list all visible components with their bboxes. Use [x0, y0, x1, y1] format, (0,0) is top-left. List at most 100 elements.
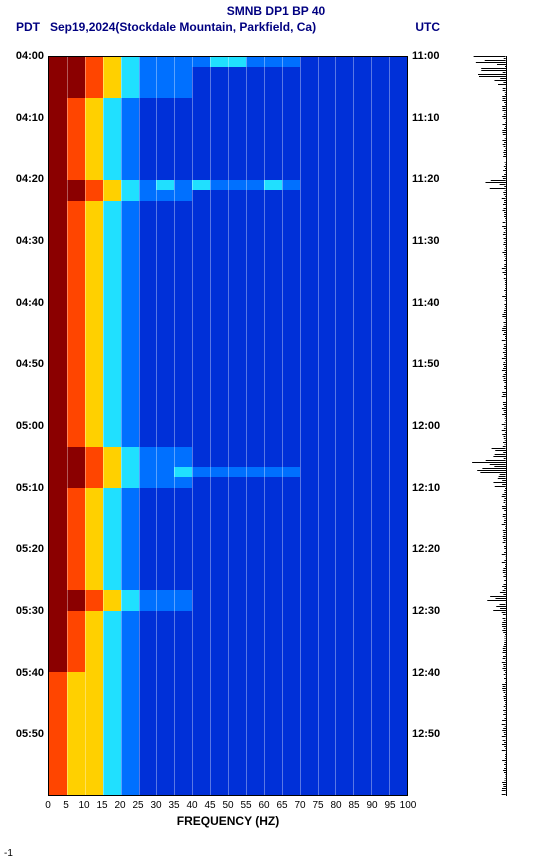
seismogram-tick — [503, 178, 506, 179]
seismogram-tick — [502, 668, 506, 669]
seismogram-tick — [478, 74, 506, 75]
y-tick-left: 04:40 — [4, 297, 44, 309]
seismogram-tick — [505, 672, 506, 673]
seismogram-tick — [502, 624, 506, 625]
seismogram-tick — [503, 192, 506, 193]
seismogram-tick — [505, 258, 506, 259]
seismogram-tick — [504, 200, 506, 201]
seismogram-tick — [502, 434, 506, 435]
seismogram-tick — [503, 572, 506, 573]
seismogram-tick — [504, 214, 506, 215]
seismogram-tick — [505, 708, 506, 709]
seismogram-tick — [505, 654, 506, 655]
seismogram-tick — [503, 696, 506, 697]
seismogram-baseline — [506, 56, 507, 796]
seismogram-tick — [502, 328, 506, 329]
seismogram-tick — [505, 190, 506, 191]
seismogram-tick — [504, 154, 506, 155]
seismogram-tick — [502, 116, 506, 117]
seismogram-tick — [502, 408, 506, 409]
seismogram-tick — [505, 336, 506, 337]
x-tick: 5 — [57, 800, 75, 811]
seismogram-tick — [504, 670, 506, 671]
seismogram-tick — [504, 438, 506, 439]
seismogram-tick — [504, 492, 506, 493]
x-tick: 70 — [291, 800, 309, 811]
seismogram-tick — [500, 592, 506, 593]
y-tick-left: 05:30 — [4, 605, 44, 617]
seismogram-tick — [505, 564, 506, 565]
seismogram-tick — [503, 374, 506, 375]
seismogram-tick — [503, 632, 506, 633]
seismogram-tick — [505, 754, 506, 755]
seismogram-tick — [502, 496, 506, 497]
seismogram-tick — [504, 266, 506, 267]
seismogram-tick — [505, 282, 506, 283]
seismogram-tick — [504, 312, 506, 313]
seismogram-tick — [502, 750, 506, 751]
seismogram-tick — [504, 128, 506, 129]
seismogram-tick — [503, 88, 506, 89]
seismogram-tick — [505, 726, 506, 727]
seismogram-tick — [504, 412, 506, 413]
x-tick: 60 — [255, 800, 273, 811]
seismogram-tick — [503, 648, 506, 649]
seismogram-tick — [481, 70, 506, 71]
x-tick: 45 — [201, 800, 219, 811]
seismogram-tick — [502, 480, 506, 481]
seismogram-tick — [502, 688, 506, 689]
seismogram-tick — [479, 76, 506, 77]
seismogram-tick — [504, 588, 506, 589]
seismogram-tick — [505, 324, 506, 325]
seismogram-tick — [504, 344, 506, 345]
seismogram-tick — [505, 338, 506, 339]
seismogram-tick — [502, 736, 506, 737]
gridline-vertical — [67, 57, 68, 795]
gridline-vertical — [282, 57, 283, 795]
seismogram-tick — [503, 532, 506, 533]
seismogram-tick — [504, 510, 506, 511]
seismogram-tick — [504, 232, 506, 233]
seismogram-tick — [505, 758, 506, 759]
y-tick-left: 04:10 — [4, 112, 44, 124]
y-tick-right: 11:10 — [412, 112, 440, 124]
seismogram-tick — [503, 786, 506, 787]
seismogram-tick — [505, 756, 506, 757]
gridline-vertical — [156, 57, 157, 795]
seismogram-tick — [500, 184, 506, 185]
seismogram-tick — [503, 568, 506, 569]
y-tick-left: 05:50 — [4, 728, 44, 740]
seismogram-tick — [503, 404, 506, 405]
seismogram-tick — [504, 332, 506, 333]
seismogram-tick — [495, 454, 506, 455]
x-tick: 40 — [183, 800, 201, 811]
seismogram-tick — [502, 316, 506, 317]
seismogram-tick — [503, 740, 506, 741]
y-tick-left: 04:50 — [4, 358, 44, 370]
seismogram-tick — [503, 614, 506, 615]
seismogram-tick — [502, 724, 506, 725]
seismogram-tick — [503, 452, 506, 453]
seismogram-tick — [502, 508, 506, 509]
seismogram-tick — [503, 594, 506, 595]
seismogram-tick — [502, 788, 506, 789]
seismogram-tick — [504, 628, 506, 629]
seismogram-tick — [499, 476, 506, 477]
seismogram-tick — [505, 418, 506, 419]
seismogram-tick — [504, 498, 506, 499]
seismogram-tick — [503, 656, 506, 657]
gridline-vertical — [389, 57, 390, 795]
seismogram-tick — [505, 778, 506, 779]
gridline-vertical — [371, 57, 372, 795]
seismogram-tick — [502, 176, 506, 177]
seismogram-tick — [503, 152, 506, 153]
seismogram-tick — [504, 520, 506, 521]
seismogram-tick — [503, 368, 506, 369]
gridline-vertical — [85, 57, 86, 795]
seismogram-tick — [504, 698, 506, 699]
x-tick: 50 — [219, 800, 237, 811]
gridline-vertical — [335, 57, 336, 795]
seismogram-tick — [505, 306, 506, 307]
seismogram-tick — [504, 142, 506, 143]
seismogram-tick — [504, 718, 506, 719]
